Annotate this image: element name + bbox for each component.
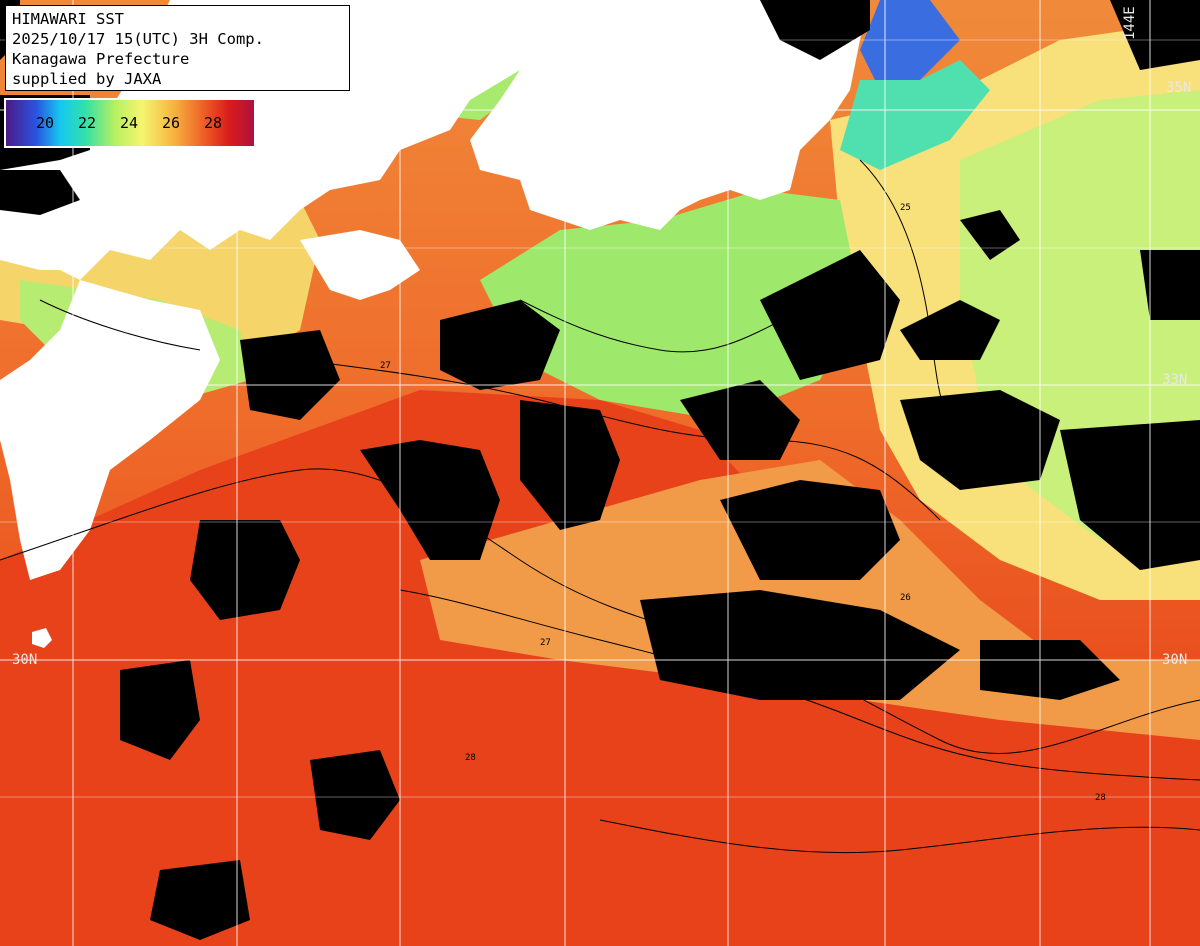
scale-tick-20: 20 xyxy=(36,114,55,132)
title-line-1: HIMAWARI SST xyxy=(12,10,124,28)
title-line-4: supplied by JAXA xyxy=(12,70,162,88)
lat-label-30n-left: 30N xyxy=(12,652,38,668)
green-water-region-east xyxy=(480,190,860,420)
lat-label-30n-right: 30N xyxy=(1162,652,1188,668)
contour-label: 28 xyxy=(465,753,476,763)
lat-label-33n: 33N xyxy=(1162,372,1188,388)
contour-label: 25 xyxy=(900,203,911,213)
scale-tick-28: 28 xyxy=(204,114,223,132)
land-shikoku-kyushu xyxy=(0,280,220,580)
scale-tick-26: 26 xyxy=(162,114,181,132)
contour-label: 28 xyxy=(1095,793,1106,803)
title-box: HIMAWARI SST 2025/10/17 15(UTC) 3H Comp.… xyxy=(5,5,350,91)
contour-label: 27 xyxy=(380,361,391,371)
land-honshu-north xyxy=(470,0,870,230)
contour-lines xyxy=(0,159,1200,854)
contour-label: 26 xyxy=(900,593,911,603)
title-line-3: Kanagawa Prefecture xyxy=(12,50,190,68)
contour-label: 27 xyxy=(540,638,551,648)
cyan-water-region-northeast xyxy=(840,60,990,170)
lat-label-35n: 35N xyxy=(1166,80,1192,96)
title-line-2: 2025/10/17 15(UTC) 3H Comp. xyxy=(12,30,264,48)
land-kii-peninsula xyxy=(300,230,420,300)
scale-tick-22: 22 xyxy=(78,114,97,132)
color-scale-bar: 20 22 24 26 28 xyxy=(4,98,256,148)
lon-label-144e: 144E xyxy=(1122,6,1138,40)
scale-tick-24: 24 xyxy=(120,114,139,132)
warm-water-region xyxy=(0,390,1200,946)
land-small-island xyxy=(32,628,52,648)
